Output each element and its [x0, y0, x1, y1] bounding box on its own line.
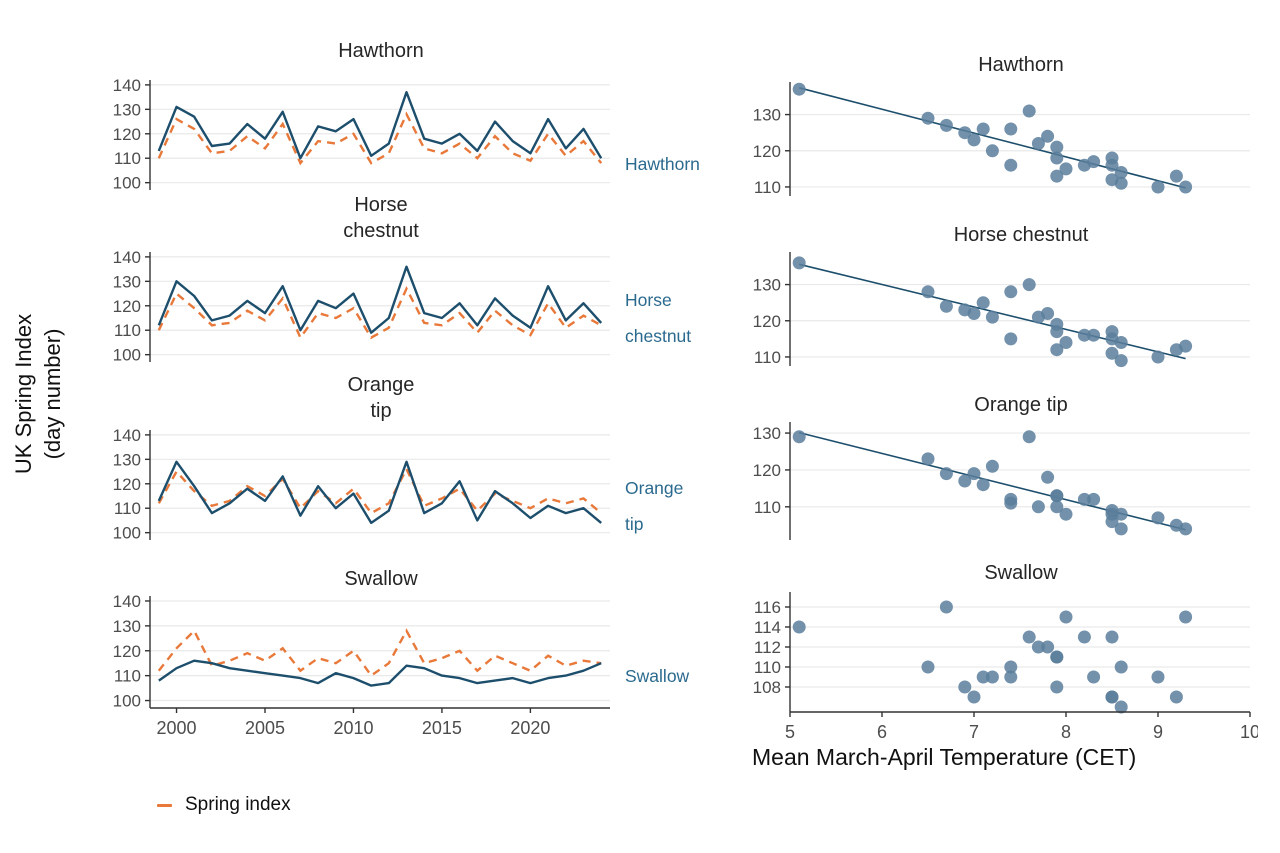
gridlines	[150, 600, 610, 702]
swallow-timeseries-chart: 100 110 120 130 140 2000 2005 2010 2015 2020	[113, 592, 610, 738]
svg-text:110: 110	[754, 178, 781, 197]
orange-tip-scatter-chart: 110 120 130	[753, 422, 1250, 540]
svg-text:120: 120	[113, 297, 141, 316]
svg-text:8: 8	[1061, 722, 1071, 742]
svg-text:130: 130	[753, 106, 781, 125]
strip-label-orange-tip: Orange tip	[625, 478, 684, 534]
y-axis: 110 120 130	[753, 82, 791, 197]
gridlines	[790, 432, 1250, 508]
svg-text:110: 110	[114, 667, 141, 686]
scatter-points	[792, 430, 1193, 536]
y-axis-title: UK Spring Index (day number)	[11, 313, 65, 475]
observed-line	[157, 265, 603, 334]
timeseries-title-orange-tip: Orange tip	[347, 374, 415, 422]
timeseries-title-horse-chestnut: Horse chestnut	[343, 194, 419, 242]
y-axis: 100 110 120 130 140	[113, 76, 151, 193]
svg-text:2015: 2015	[422, 718, 462, 738]
svg-text:140: 140	[113, 426, 141, 445]
svg-text:100: 100	[113, 346, 141, 365]
svg-text:140: 140	[113, 76, 141, 95]
gridlines	[790, 113, 1250, 188]
spring-index-legend-swatch	[157, 803, 172, 807]
legend: Spring index	[157, 794, 291, 816]
observed-line	[157, 460, 602, 525]
horse-chestnut-scatter-chart: 110 120 130	[753, 252, 1250, 368]
svg-text:7: 7	[969, 722, 979, 742]
svg-text:2010: 2010	[333, 718, 373, 738]
svg-text:140: 140	[113, 248, 141, 267]
svg-text:130: 130	[113, 100, 141, 119]
scatter-title-swallow: Swallow	[984, 562, 1058, 584]
scatter-title-hawthorn: Hawthorn	[978, 54, 1064, 76]
svg-text:114: 114	[754, 618, 781, 637]
svg-text:108: 108	[753, 678, 781, 697]
gridlines	[790, 283, 1250, 358]
svg-text:120: 120	[753, 461, 781, 480]
strip-label-swallow: Swallow	[625, 666, 690, 686]
svg-text:6: 6	[877, 722, 887, 742]
y-axis: 100 110 120 130 140	[113, 426, 151, 543]
y-axis: 100 110 120 130 140	[113, 592, 151, 711]
scatter-points	[792, 82, 1193, 194]
scatter-points	[792, 256, 1193, 368]
scatter-title-orange-tip: Orange tip	[974, 394, 1068, 416]
svg-text:2020: 2020	[510, 718, 550, 738]
x-axis: 2000 2005 2010 2015 2020	[150, 707, 610, 738]
svg-text:100: 100	[113, 524, 141, 543]
gridlines	[150, 84, 610, 184]
svg-text:130: 130	[753, 276, 781, 295]
svg-text:120: 120	[113, 475, 141, 494]
svg-text:5: 5	[785, 722, 795, 742]
observed-line	[157, 91, 603, 160]
trend-line	[799, 431, 1186, 531]
x-axis: 5 6 7 8 9 10	[785, 711, 1258, 742]
hawthorn-scatter-chart: 110 120 130	[753, 82, 1250, 197]
svg-text:110: 110	[114, 149, 141, 168]
svg-text:120: 120	[753, 312, 781, 331]
svg-text:9: 9	[1153, 722, 1163, 742]
svg-text:110: 110	[114, 499, 141, 518]
svg-text:120: 120	[753, 142, 781, 161]
svg-text:110: 110	[114, 321, 141, 340]
svg-text:130: 130	[113, 617, 141, 636]
svg-text:130: 130	[113, 450, 141, 469]
strip-label-horse-chestnut: Horse chestnut	[625, 290, 692, 346]
scatter-points	[792, 600, 1193, 714]
hawthorn-timeseries-chart: 100 110 120 130 140	[113, 76, 610, 193]
y-axis: 100 110 120 130 140	[113, 248, 151, 365]
gridlines	[790, 606, 1250, 688]
svg-text:110: 110	[754, 658, 781, 677]
svg-text:130: 130	[113, 272, 141, 291]
svg-text:100: 100	[113, 692, 141, 711]
svg-text:140: 140	[113, 592, 141, 611]
svg-text:100: 100	[113, 174, 141, 193]
observed-line	[158, 659, 602, 687]
spring-index-line	[157, 111, 603, 166]
spring-index-line	[157, 628, 602, 678]
svg-text:110: 110	[754, 348, 781, 367]
svg-text:2005: 2005	[245, 718, 285, 738]
svg-text:120: 120	[113, 125, 141, 144]
svg-text:2000: 2000	[157, 718, 197, 738]
timeseries-title-hawthorn: Hawthorn	[338, 40, 424, 62]
svg-text:110: 110	[754, 498, 781, 517]
svg-text:116: 116	[754, 598, 781, 617]
svg-text:130: 130	[753, 424, 781, 443]
spring-index-legend-label: Spring index	[185, 794, 291, 815]
svg-text:120: 120	[113, 642, 141, 661]
y-axis: 110 120 130	[753, 422, 791, 540]
y-axis: 110 120 130	[753, 252, 791, 367]
horse-chestnut-timeseries-chart: 100 110 120 130 140	[113, 248, 610, 365]
timeseries-title-swallow: Swallow	[344, 568, 418, 590]
spring-index-line	[157, 466, 602, 515]
svg-text:10: 10	[1240, 722, 1258, 742]
scatter-title-horse-chestnut: Horse chestnut	[953, 224, 1089, 246]
orange-tip-timeseries-chart: 100 110 120 130 140	[113, 426, 610, 543]
x-axis-title-temperature: Mean March-April Temperature (CET)	[752, 744, 1137, 770]
strip-label-hawthorn: Hawthorn	[625, 154, 700, 174]
svg-text:112: 112	[754, 638, 781, 657]
